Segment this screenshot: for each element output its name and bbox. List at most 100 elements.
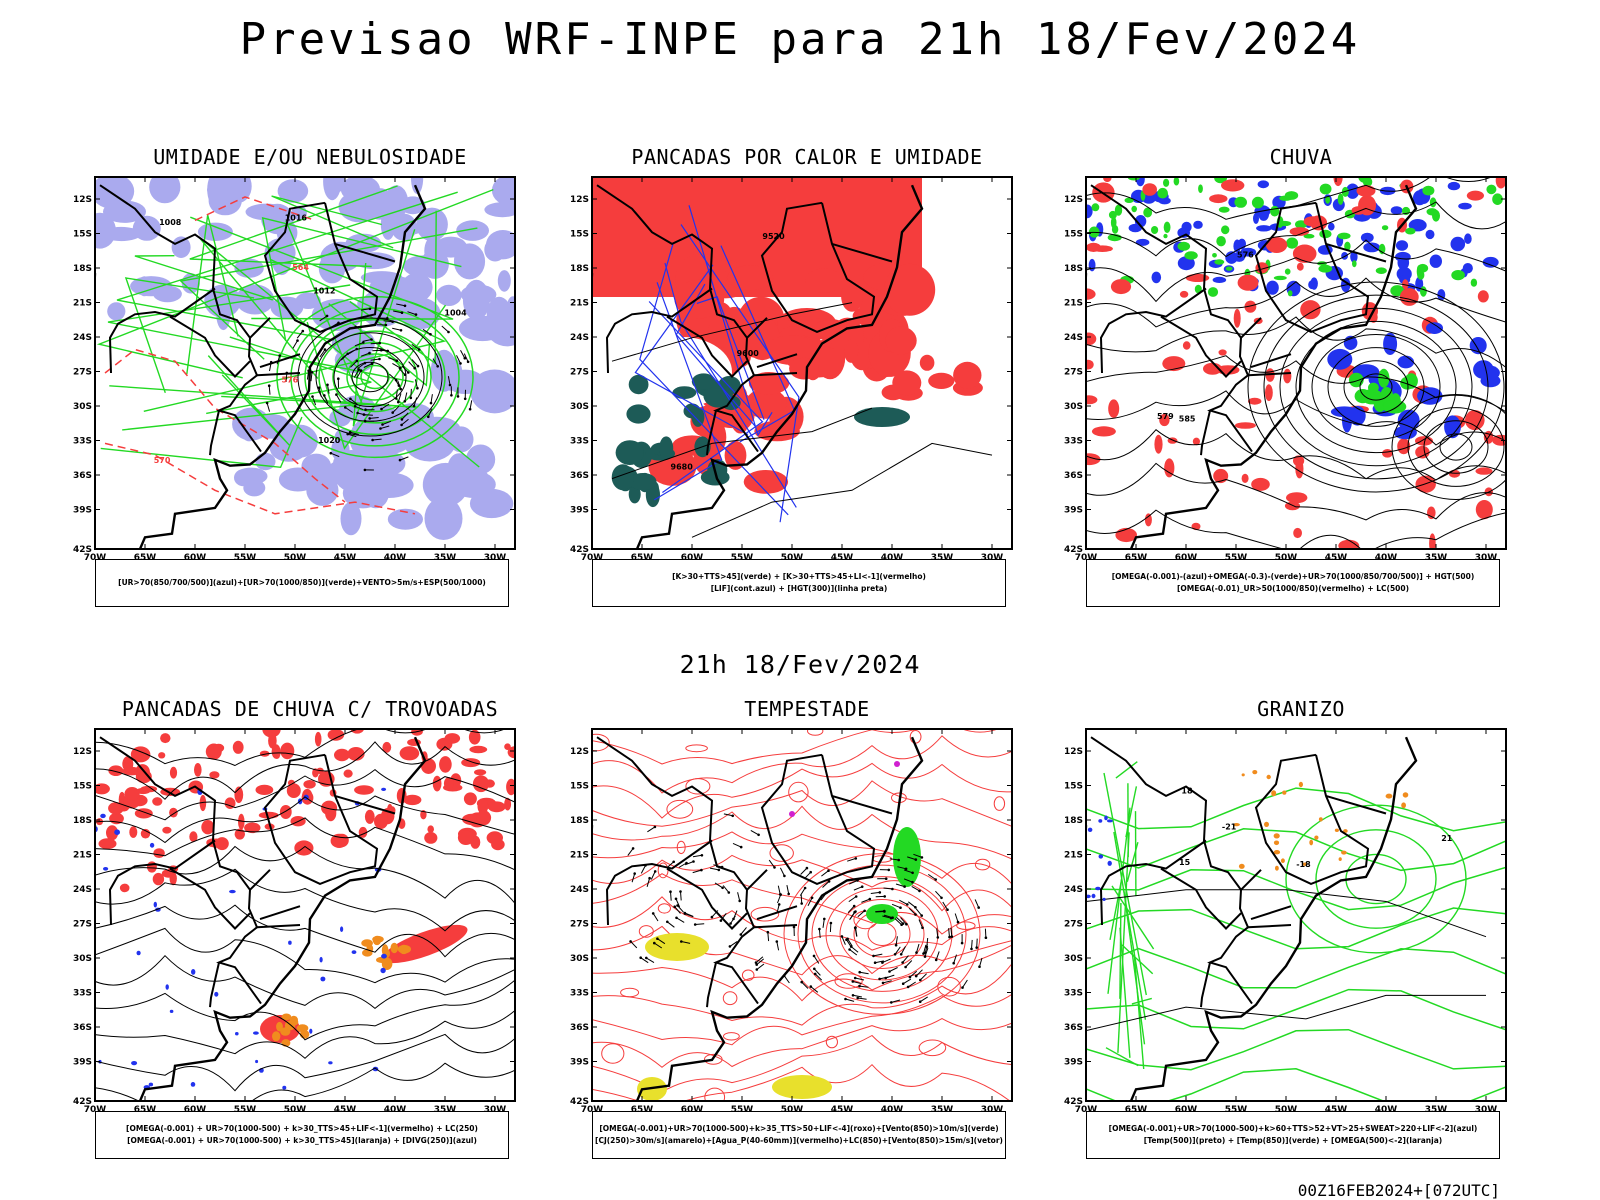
wind-vector-head: [391, 320, 394, 323]
field-patch: [1458, 202, 1472, 210]
wind-vector: [916, 943, 920, 953]
wind-vector: [447, 376, 451, 386]
wind-vector: [891, 903, 901, 909]
field-patch: [122, 762, 130, 769]
wind-vector-head: [853, 976, 857, 980]
field-patch: [1163, 233, 1168, 239]
field-patch: [1360, 232, 1374, 243]
wind-vector-head: [893, 953, 897, 956]
wind-vector: [913, 853, 923, 858]
field-patch: [1162, 356, 1186, 372]
lat-tick-label: 18S: [1064, 264, 1083, 274]
wind-vector-head: [363, 361, 367, 365]
wind-vector-head: [918, 889, 921, 893]
wind-vector-head: [728, 945, 732, 948]
lat-tick-label: 15S: [73, 782, 92, 792]
field-patch: [691, 373, 716, 390]
wind-vector-head: [792, 925, 796, 929]
contour-line: [1086, 947, 1506, 989]
field-patch: [381, 953, 387, 959]
streamline: [95, 1010, 515, 1059]
wind-vector: [767, 932, 770, 942]
wind-vector-head: [669, 890, 672, 893]
wind-vector: [657, 938, 666, 945]
wind-vector-head: [868, 897, 872, 901]
field-patch: [353, 252, 396, 270]
field-patch: [1352, 260, 1357, 268]
field-patch: [476, 810, 492, 826]
field-patch: [107, 302, 126, 321]
field-patch: [381, 787, 387, 791]
field-patch: [351, 950, 357, 954]
streamline: [1086, 239, 1506, 303]
wind-vector: [266, 402, 271, 412]
field-patch: [1413, 190, 1427, 206]
wind-vector-head: [755, 968, 759, 971]
wind-vector-head: [810, 896, 814, 900]
field-patch: [469, 745, 488, 754]
field-patch: [615, 440, 644, 465]
streamline: [592, 963, 1012, 1026]
field-patch: [1111, 225, 1119, 234]
wind-vector-head: [860, 885, 864, 888]
wind-vector: [654, 942, 663, 949]
field-patch: [1251, 196, 1264, 209]
field-patch: [434, 236, 468, 258]
wind-vector-head: [923, 955, 927, 958]
wind-vector-head: [755, 963, 758, 966]
wind-vector: [348, 348, 357, 355]
wind-vector: [382, 420, 392, 425]
wind-vector-head: [851, 994, 855, 997]
field-patch: [892, 370, 922, 396]
streamline: [95, 817, 515, 871]
wind-vector-head: [378, 357, 381, 361]
map-content: [592, 177, 1012, 549]
wind-vector: [902, 955, 909, 963]
wind-vector-head: [356, 411, 359, 415]
lon-tick-label: 60W: [184, 1105, 207, 1115]
wind-vector: [859, 971, 869, 975]
wind-vector-head: [355, 359, 359, 363]
field-patch: [1098, 854, 1104, 859]
wind-vector-head: [394, 378, 398, 382]
wind-vector: [369, 417, 379, 419]
wind-vector-head: [961, 986, 964, 989]
wind-vector: [392, 405, 400, 413]
field-patch: [1399, 288, 1419, 306]
wind-vector: [919, 996, 928, 1003]
wind-vector-head: [809, 870, 812, 874]
contour-line: [825, 887, 939, 981]
lat-tick-label: 24S: [73, 333, 92, 343]
wind-vector: [894, 918, 902, 926]
field-patch: [1087, 827, 1093, 832]
streamline: [95, 979, 515, 1041]
wind-vector-head: [881, 981, 885, 985]
wind-vector: [889, 967, 898, 972]
field-patch: [1095, 886, 1101, 891]
field-patch: [1273, 840, 1280, 846]
wind-vector-head: [672, 860, 675, 864]
wind-vector-head: [459, 362, 462, 365]
wind-vector: [640, 865, 646, 874]
wind-vector: [327, 384, 330, 394]
field-patch: [287, 779, 295, 787]
legend-caption: [UR>70(850/700/500)](azul)+[UR>70(1000/8…: [95, 559, 509, 607]
field-patch: [491, 177, 515, 207]
contour-label: 564: [292, 263, 309, 272]
field-patch: [1300, 300, 1321, 320]
field-patch: [748, 372, 790, 395]
wind-vector: [319, 315, 328, 322]
wind-vector-head: [975, 946, 978, 949]
field-patch: [321, 800, 338, 816]
wind-vector: [627, 848, 634, 856]
wind-vector: [756, 963, 765, 970]
wind-vector-head: [362, 413, 366, 416]
field-patch: [1286, 237, 1299, 249]
lat-tick-label: 36S: [73, 1023, 92, 1033]
lat-tick-label: 33S: [1064, 989, 1083, 999]
wind-vector-head: [397, 400, 400, 404]
wind-vector-head: [683, 912, 687, 915]
wind-vector: [350, 360, 358, 368]
wind-vector: [857, 997, 867, 1000]
